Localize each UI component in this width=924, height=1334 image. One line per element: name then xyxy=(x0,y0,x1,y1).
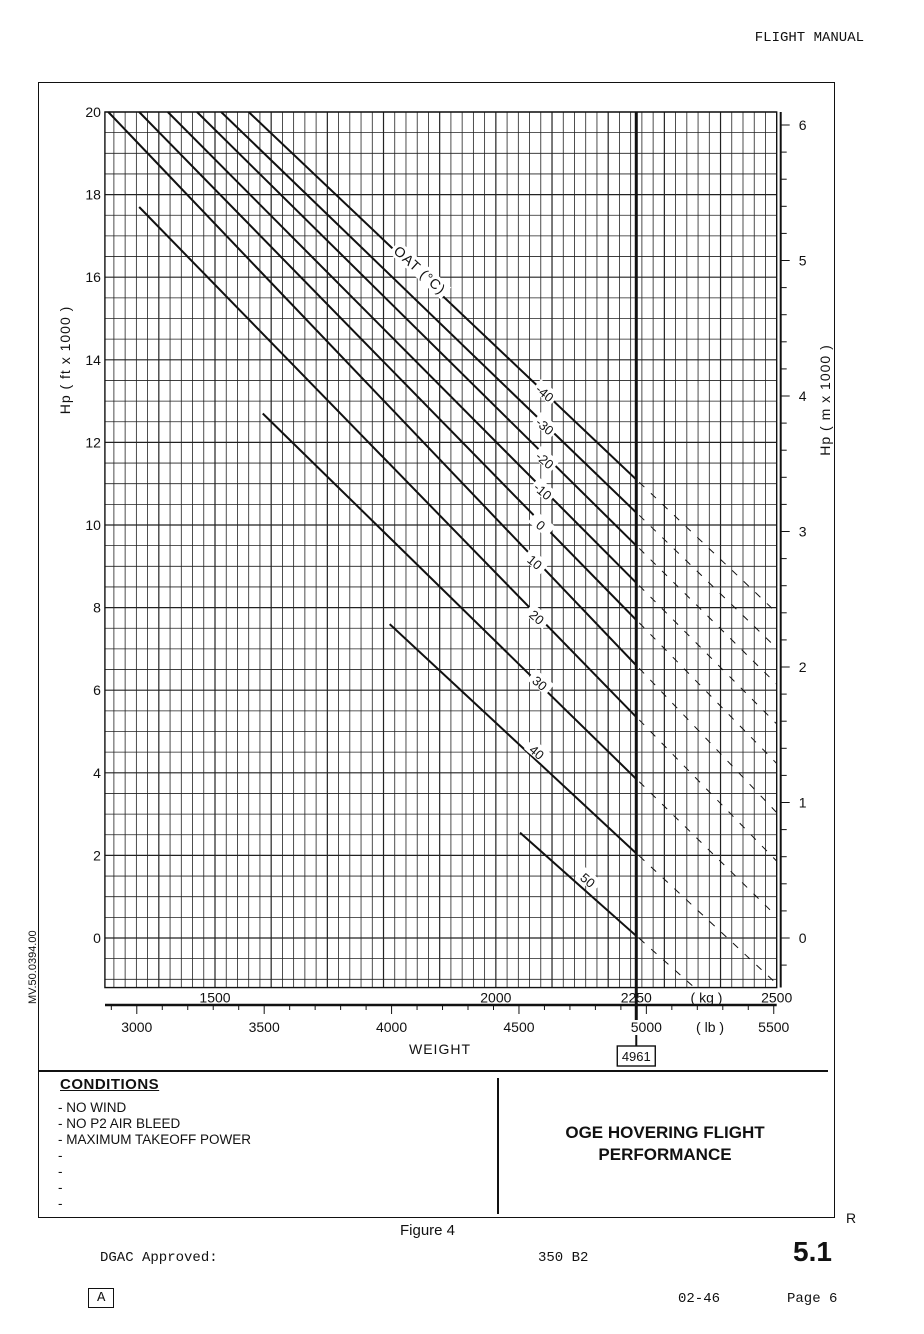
x-tick-label-lb: 3500 xyxy=(249,1019,280,1035)
oat-line--30 xyxy=(220,111,637,514)
y-axis-title-left: Hp ( ft x 1000 ) xyxy=(57,306,73,415)
oat-extension--40 xyxy=(638,481,778,614)
oat-legend-bg xyxy=(388,240,452,300)
oat-label-bg xyxy=(529,477,558,504)
oat-line-10 xyxy=(107,111,637,667)
y-axis-title-right: Hp ( m x 1000 ) xyxy=(817,344,833,455)
oat-extension-40 xyxy=(638,855,778,985)
oat-label-bg xyxy=(523,603,552,630)
oat-line-0 xyxy=(138,111,637,621)
page-number: Page 6 xyxy=(787,1291,838,1307)
oat-label-bg xyxy=(531,412,560,439)
y-tick-label-ft: 14 xyxy=(85,352,101,368)
y-tick-label-ft: 0 xyxy=(93,930,101,946)
y-tick-label-m: 1 xyxy=(799,795,807,811)
conditions-title: CONDITIONS xyxy=(60,1076,160,1093)
x-tick-label-kg: 2000 xyxy=(480,990,511,1006)
max-weight-box xyxy=(616,1045,656,1067)
x-tick-label-lb: 4500 xyxy=(503,1019,534,1035)
separator xyxy=(38,1070,828,1072)
y-tick-label-m: 4 xyxy=(799,388,807,404)
y-tick-label-ft: 6 xyxy=(93,682,101,698)
y-tick-label-m: 0 xyxy=(799,930,807,946)
x-tick-label-lb: 5500 xyxy=(758,1019,789,1035)
oat-extension-50 xyxy=(638,938,695,988)
condition-item: - NO P2 AIR BLEED xyxy=(58,1116,181,1131)
oat-label-bg xyxy=(531,379,560,406)
oat-label-bg xyxy=(521,548,550,575)
y-tick-label-ft: 12 xyxy=(85,434,101,450)
revision-mark: R xyxy=(846,1210,857,1226)
y-tick-label-ft: 20 xyxy=(85,104,101,120)
oat-lines xyxy=(107,111,778,988)
y-tick-label-m: 3 xyxy=(799,524,807,540)
x-tick-label-lb: 5000 xyxy=(631,1019,662,1035)
y-tick-label-ft: 16 xyxy=(85,269,101,285)
oat-label-bg xyxy=(574,866,603,893)
oat-line--20 xyxy=(196,111,637,547)
y-tick-label-ft: 8 xyxy=(93,600,101,616)
condition-item: - xyxy=(58,1180,63,1195)
condition-item: - NO WIND xyxy=(58,1100,127,1115)
oat-label-bg xyxy=(531,446,560,473)
grid xyxy=(104,111,777,988)
drawing-code: MV.50.0394.00 xyxy=(27,930,39,1004)
x-tick-label-kg: 1500 xyxy=(199,990,230,1006)
y-tick-label-ft: 2 xyxy=(93,847,101,863)
oat-extension--10 xyxy=(638,585,778,725)
oat-label-bg xyxy=(526,669,555,696)
oat-extension-10 xyxy=(638,668,778,813)
x-tick-label-kg: 2500 xyxy=(761,990,792,1006)
y-tick-label-m: 2 xyxy=(799,659,807,675)
oat-label-bg xyxy=(527,511,556,538)
revision-box: A xyxy=(88,1288,115,1308)
x-tick-label-lb: 3000 xyxy=(121,1019,152,1035)
x-axis-title: WEIGHT xyxy=(409,1041,471,1057)
oat-line-20 xyxy=(138,206,637,718)
x-tick-label-lb: 4000 xyxy=(376,1019,407,1035)
x-unit-kg: ( kg ) xyxy=(691,990,723,1006)
x-tick-label-kg: 2250 xyxy=(621,990,652,1006)
y-tick-label-ft: 18 xyxy=(85,187,101,203)
oat-extension-20 xyxy=(638,719,778,862)
oat-line--10 xyxy=(167,111,637,584)
oat-line-50 xyxy=(519,831,637,937)
axes xyxy=(104,111,790,1067)
plot-border xyxy=(104,111,778,989)
y-tick-label-ft: 10 xyxy=(85,517,101,533)
oat-extension-0 xyxy=(638,622,778,764)
oat-legend-title: OAT (°C) xyxy=(391,243,450,298)
condition-item: - MAXIMUM TAKEOFF POWER xyxy=(58,1132,252,1147)
max-weight-value: 4961 xyxy=(622,1049,651,1064)
figure-frame xyxy=(38,82,835,1218)
manual-header: FLIGHT MANUAL xyxy=(754,30,864,46)
model-label: 350 B2 xyxy=(538,1250,589,1266)
condition-item: - xyxy=(58,1196,63,1211)
x-unit-lb: ( lb ) xyxy=(696,1019,724,1035)
y-tick-label-ft: 4 xyxy=(93,765,101,781)
oat-extension-30 xyxy=(638,781,778,917)
oat-label-bg xyxy=(523,738,552,765)
condition-item: - xyxy=(58,1164,63,1179)
revision-date: 02-46 xyxy=(678,1291,721,1307)
y-tick-label-m: 6 xyxy=(799,117,807,133)
oat-line-30 xyxy=(262,412,637,780)
figure-caption: Figure 4 xyxy=(400,1222,456,1239)
condition-item: - xyxy=(58,1148,63,1163)
chart-title: OGE HOVERING FLIGHT PERFORMANCE xyxy=(565,1123,765,1164)
oat-line-40 xyxy=(389,623,637,855)
y-tick-label-m: 5 xyxy=(799,253,807,269)
oat-extension--20 xyxy=(638,548,778,685)
section-number: 5.1 xyxy=(793,1236,832,1267)
divider xyxy=(497,1078,499,1214)
approval-label: DGAC Approved: xyxy=(100,1250,218,1266)
